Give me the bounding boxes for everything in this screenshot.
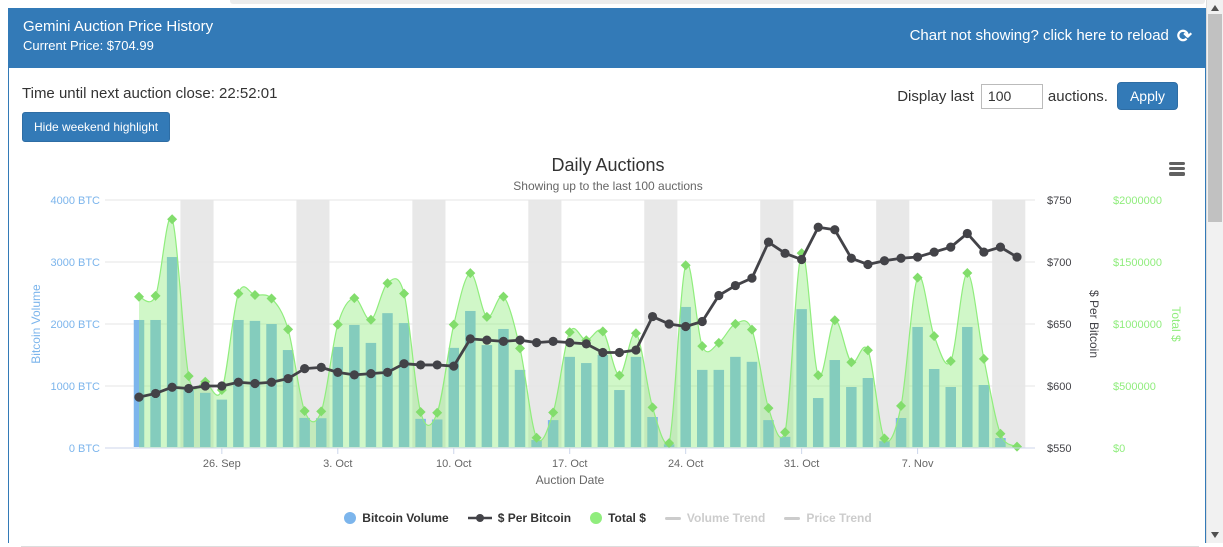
reload-link[interactable]: Chart not showing? click here to reload … <box>909 25 1192 46</box>
legend-label: Bitcoin Volume <box>362 511 449 525</box>
chart-title: Daily Auctions <box>551 155 665 175</box>
vertical-scrollbar[interactable] <box>1206 0 1223 543</box>
scrollbar-up-arrow-icon[interactable] <box>1211 5 1219 11</box>
display-last-label: Display last <box>897 87 974 105</box>
reload-link-text: Chart not showing? click here to reload <box>909 27 1169 44</box>
page-title: Gemini Auction Price History <box>23 18 214 35</box>
refresh-icon: ⟳ <box>1176 25 1192 46</box>
hide-weekend-highlight-button[interactable]: Hide weekend highlight <box>22 112 171 142</box>
legend-item-total-dollars[interactable]: Total $ <box>590 511 646 525</box>
chart-legend: Bitcoin Volume $ Per Bitcoin Total $ Vol… <box>9 511 1207 525</box>
current-price-text: Current Price: $704.99 <box>23 38 154 53</box>
legend-item-volume-trend[interactable]: Volume Trend <box>664 511 766 525</box>
legend-item-bitcoin-volume[interactable]: Bitcoin Volume <box>344 511 449 525</box>
volume-series-marker-icon <box>344 512 357 524</box>
price-trend-marker-icon <box>784 516 801 520</box>
legend-item-price-per-bitcoin[interactable]: $ Per Bitcoin <box>467 511 572 525</box>
panel-header: Gemini Auction Price History Current Pri… <box>9 8 1205 68</box>
legend-label: $ Per Bitcoin <box>497 511 572 525</box>
legend-label: Total $ <box>608 511 646 525</box>
apply-button[interactable]: Apply <box>1116 82 1178 110</box>
legend-label: Volume Trend <box>686 511 766 525</box>
auctions-count-input[interactable] <box>980 83 1043 109</box>
auctions-suffix-label: auctions. <box>1047 87 1108 105</box>
price-series-marker-icon <box>467 514 492 522</box>
auction-countdown-text: Time until next auction close: 22:52:01 <box>22 85 278 102</box>
chart-subtitle: Showing up to the last 100 auctions <box>513 179 703 193</box>
hamburger-menu-icon <box>1169 172 1185 176</box>
scrollbar-thumb[interactable] <box>1208 14 1222 222</box>
display-last-controls: Display last auctions. Apply <box>897 82 1178 110</box>
chart-export-menu-button[interactable] <box>1166 160 1188 179</box>
scrollbar-down-arrow-icon[interactable] <box>1211 532 1219 538</box>
volume-trend-marker-icon <box>664 516 681 520</box>
hamburger-menu-icon <box>1169 162 1185 166</box>
total-series-marker-icon <box>590 512 603 524</box>
main-panel: Gemini Auction Price History Current Pri… <box>8 8 1207 547</box>
top-edge-strip <box>230 0 1205 4</box>
legend-label: Price Trend <box>806 511 872 525</box>
hamburger-menu-icon <box>1169 167 1185 171</box>
legend-item-price-trend[interactable]: Price Trend <box>784 511 872 525</box>
